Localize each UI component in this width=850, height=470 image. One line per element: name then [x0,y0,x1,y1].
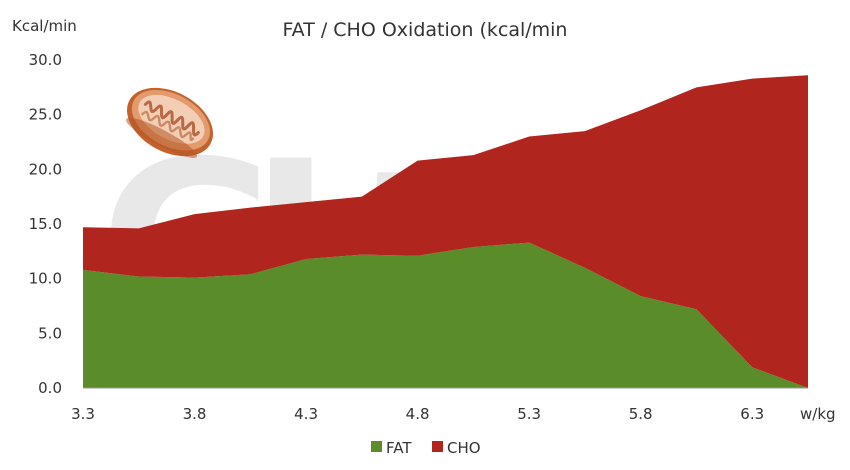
legend-swatch-fat [371,441,382,452]
y-tick-label: 15.0 [29,215,62,233]
y-tick-label: 10.0 [29,270,62,288]
x-tick-label: 5.3 [517,405,541,423]
chart-title: FAT / CHO Oxidation (kcal/min [283,19,568,41]
x-tick-label: 5.8 [629,405,653,423]
area-series-layer [83,75,808,388]
legend-label-fat: FAT [386,439,412,457]
y-axis-label: Kcal/min [12,17,77,35]
y-tick-label: 5.0 [38,324,62,342]
y-tick-label: 30.0 [29,51,62,69]
legend: FAT CHO [371,439,481,457]
x-axis-label: w/kg [800,405,836,423]
legend-label-cho: CHO [447,439,481,457]
axes [83,387,808,389]
y-tick-label: 0.0 [38,379,62,397]
y-axis-ticks: 0.0 5.0 10.0 15.0 20.0 25.0 30.0 [29,51,62,397]
x-tick-label: 4.3 [294,405,318,423]
x-axis-ticks: 3.3 3.8 4.3 4.8 5.3 5.8 6.3 [71,405,764,423]
y-tick-label: 20.0 [29,160,62,178]
area-series-cho [83,75,808,388]
area-series-fat [83,242,808,388]
x-tick-label: 3.8 [183,405,207,423]
y-tick-label: 25.0 [29,106,62,124]
legend-swatch-cho [432,441,443,452]
x-tick-label: 6.3 [740,405,764,423]
mitochondrion-icon [126,87,213,158]
x-tick-label: 4.8 [406,405,430,423]
x-tick-label: 3.3 [71,405,95,423]
